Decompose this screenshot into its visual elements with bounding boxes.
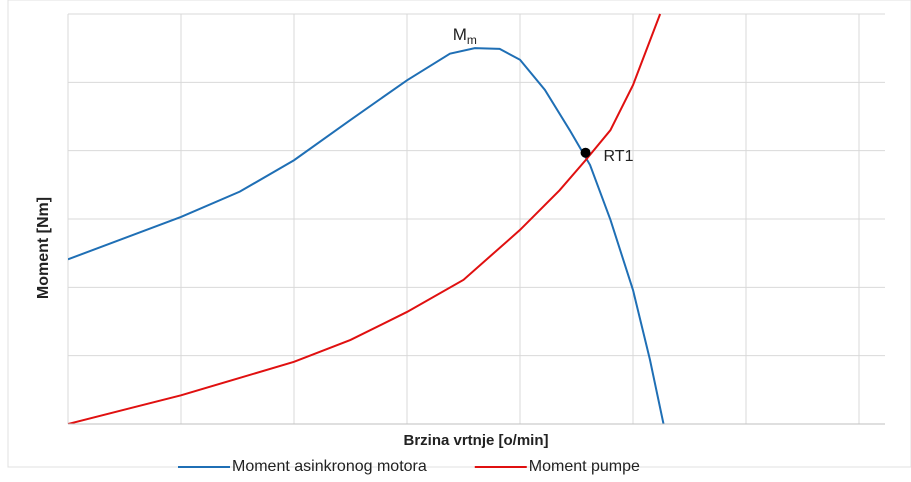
annotation-text: M — [453, 26, 467, 45]
point-label: RT1 — [604, 148, 634, 165]
annotation: Mm — [453, 26, 477, 48]
legend-label: Moment asinkronog motora — [232, 458, 427, 475]
y-axis-title: Moment [Nm] — [35, 197, 52, 299]
line-series — [68, 47, 665, 424]
point-marker — [580, 147, 591, 158]
x-axis-title: Brzina vrtnje [o/min] — [403, 432, 548, 449]
legend-label: Moment pumpe — [529, 458, 640, 475]
chart-frame — [7, 0, 911, 468]
annotation-subscript: m — [467, 33, 477, 47]
line-series — [68, 13, 662, 424]
